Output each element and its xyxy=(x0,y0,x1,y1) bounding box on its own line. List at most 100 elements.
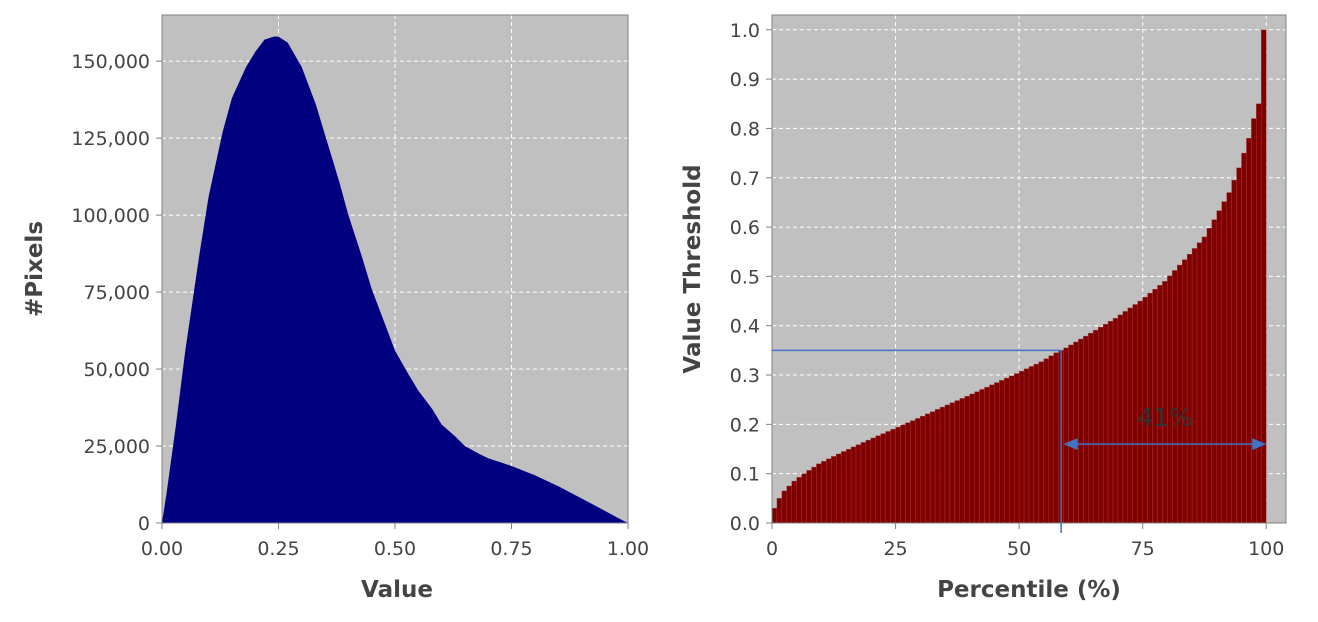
percentile-bar xyxy=(806,470,812,524)
percentile-bar xyxy=(776,498,783,524)
percentile-bar xyxy=(994,382,1000,524)
histogram-y-tick-label: 125,000 xyxy=(71,128,150,150)
percentile-bar xyxy=(1256,103,1262,524)
percentile-bar xyxy=(1117,314,1124,524)
histogram-x-tick-label: 0.50 xyxy=(374,538,416,560)
range-arrow-head-right xyxy=(1252,438,1267,451)
percentile-bar xyxy=(1216,210,1222,524)
percentile-bar xyxy=(786,485,792,524)
histogram-x-ticks: 0.00 0.25 0.50 0.75 1.00 xyxy=(141,523,649,560)
percentile-bar xyxy=(915,418,921,524)
histogram-x-tick-label: 0.25 xyxy=(257,538,299,560)
percentile-y-tick-label: 0.4 xyxy=(730,316,760,338)
percentile-bar xyxy=(811,466,817,524)
percentile-bar xyxy=(1073,341,1079,524)
percentile-bar xyxy=(875,435,881,524)
percentile-bar xyxy=(1127,307,1133,524)
percentile-bar xyxy=(895,426,901,524)
percentile-bar xyxy=(1221,201,1227,524)
percentile-x-ticks: 0 25 50 75 100 xyxy=(766,523,1284,560)
percentile-bar xyxy=(925,413,931,524)
percentile-bar xyxy=(840,451,847,524)
percentile-bar xyxy=(1078,338,1084,524)
histogram-x-tick-label: 1.00 xyxy=(607,538,649,560)
percentile-bar xyxy=(1211,219,1218,524)
percentile-bar xyxy=(1177,264,1183,524)
percentile-bar xyxy=(999,380,1005,524)
histogram-y-tick-label: 0 xyxy=(138,513,150,535)
percentile-bar xyxy=(1246,138,1252,524)
percentile-bar xyxy=(905,422,911,524)
percentile-bar xyxy=(1182,259,1188,524)
percentile-bar xyxy=(1063,347,1069,524)
percentile-y-tick-label: 0.7 xyxy=(730,168,760,190)
percentile-bar xyxy=(1201,236,1208,524)
percentile-bar xyxy=(1167,275,1173,524)
percentile-bar xyxy=(855,444,862,524)
percentile-bar xyxy=(979,389,985,524)
percentile-bar xyxy=(1122,311,1129,524)
percentile-x-tick-label: 100 xyxy=(1248,538,1284,560)
range-arrow-head-left xyxy=(1063,438,1078,451)
percentile-bar xyxy=(796,477,802,524)
percentile-bar xyxy=(949,402,956,524)
percentile-bar xyxy=(1191,248,1198,524)
percentile-bar xyxy=(1093,329,1099,524)
percentile-bar xyxy=(910,420,916,524)
percentile-bar xyxy=(1048,355,1054,524)
percentile-bar xyxy=(1009,375,1015,524)
histogram-y-tick-label: 100,000 xyxy=(71,205,150,227)
percentile-bar xyxy=(1261,29,1267,524)
percentile-bar xyxy=(850,446,857,524)
percentile-bar xyxy=(1013,373,1020,524)
percentile-bar xyxy=(1102,324,1109,524)
percentile-bar xyxy=(920,415,926,524)
histogram-y-tick-label: 25,000 xyxy=(84,436,150,458)
percentile-bar xyxy=(865,439,872,524)
histogram-chart: 0.00 0.25 0.50 0.75 1.00 0 25,000 50,000 75,000… xyxy=(22,14,649,603)
histogram-y-ticks: 0 25,000 50,000 75,000 100,000 125,000 150,000 xyxy=(71,51,162,535)
percentile-bar xyxy=(984,386,990,524)
percentile-bar xyxy=(1172,270,1178,524)
histogram-area xyxy=(162,36,628,523)
percentile-bar xyxy=(1251,118,1257,524)
histogram-y-tick-label: 50,000 xyxy=(84,359,150,381)
percentile-chart: 41% 0 25 50 75 100 0.00.10.20.30.40.50.60.70… xyxy=(680,14,1287,603)
percentile-bar xyxy=(1083,335,1089,524)
percentile-bar xyxy=(821,461,827,524)
percentile-bar xyxy=(781,490,788,524)
percentile-bar xyxy=(826,458,832,524)
percentile-bar xyxy=(1196,242,1203,524)
percentile-bar xyxy=(1068,344,1074,524)
percentile-bar xyxy=(885,431,891,524)
percentile-bar xyxy=(1088,332,1094,524)
percentile-bar xyxy=(1023,368,1030,524)
percentile-bar xyxy=(1033,363,1040,524)
histogram-y-axis-title: #Pixels xyxy=(22,221,48,317)
percentile-plot-border xyxy=(771,14,1287,524)
percentile-bar xyxy=(791,480,797,524)
histogram-x-tick-label: 0.00 xyxy=(141,538,183,560)
range-percent-label: 41% xyxy=(1137,403,1193,432)
percentile-y-tick-label: 0.0 xyxy=(730,513,760,535)
percentile-y-tick-label: 0.3 xyxy=(730,365,760,387)
percentile-bar xyxy=(831,456,837,524)
percentile-bar xyxy=(964,396,970,524)
percentile-bar xyxy=(1018,370,1025,524)
percentile-bar xyxy=(1241,152,1247,524)
percentile-bar xyxy=(944,404,951,524)
percentile-y-tick-label: 0.2 xyxy=(730,414,760,436)
percentile-y-tick-label: 0.9 xyxy=(730,69,760,91)
percentile-y-axis-title: Value Threshold xyxy=(680,164,706,373)
histogram-x-axis-title: Value xyxy=(361,577,433,603)
percentile-bar xyxy=(959,398,965,524)
percentile-bar xyxy=(929,411,936,524)
percentile-bar xyxy=(860,442,867,524)
percentile-bar xyxy=(974,391,980,524)
percentile-bar xyxy=(1231,180,1237,524)
percentile-bar xyxy=(801,473,807,524)
percentile-y-ticks: 0.0 0.1 0.2 0.3 0.4 0.5 0.6 0.7 0.8 0.9 1.0 xyxy=(730,20,772,535)
percentile-bar xyxy=(890,429,896,524)
percentile-bar xyxy=(1043,358,1049,524)
